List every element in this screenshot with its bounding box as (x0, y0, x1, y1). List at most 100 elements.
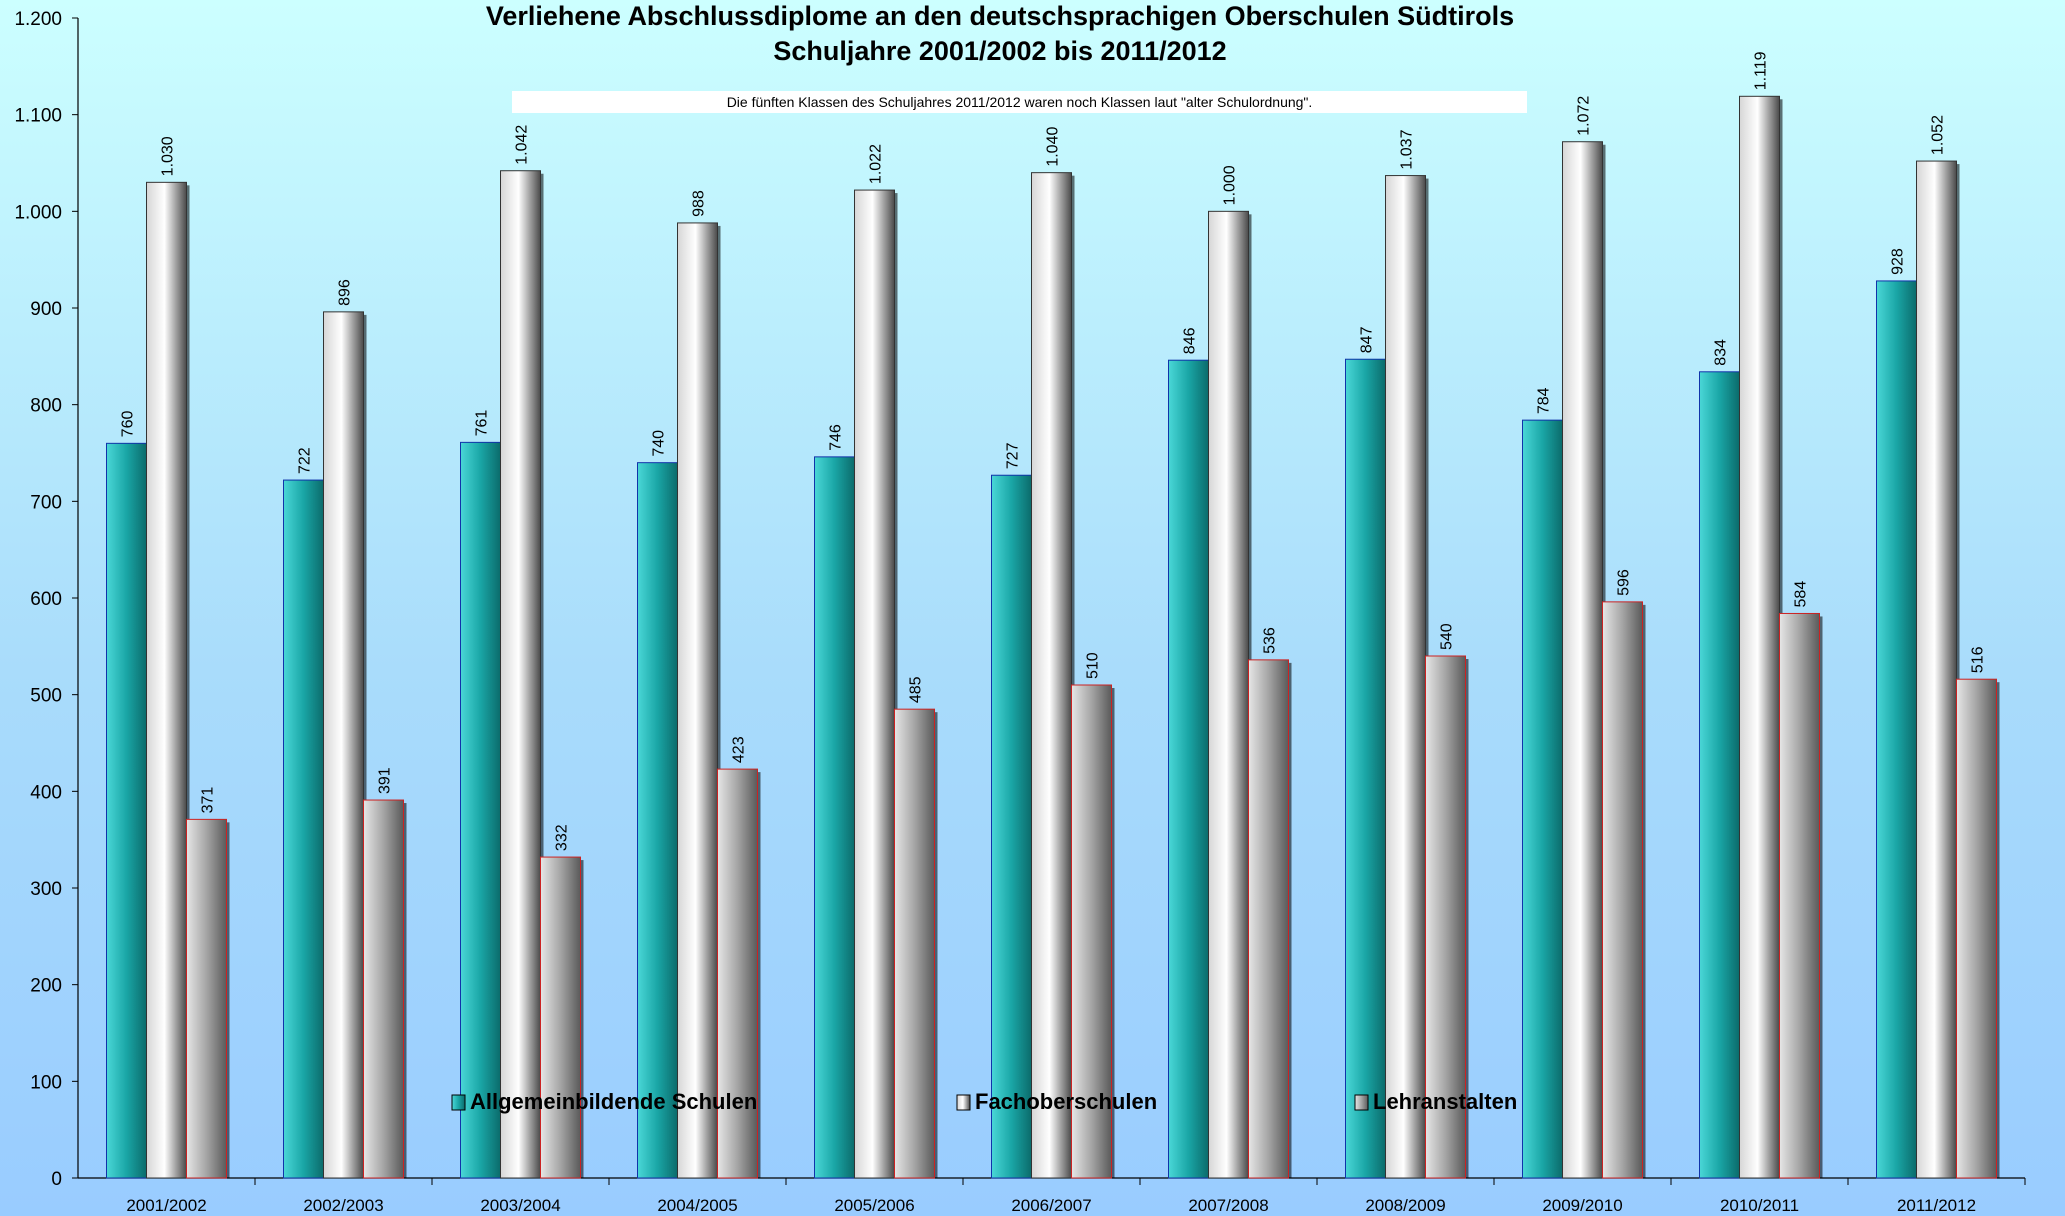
data-label: 1.042 (514, 125, 531, 165)
bar-0 (814, 456, 855, 1179)
x-tick-label: 2006/2007 (1011, 1196, 1091, 1215)
x-tick-label: 2003/2004 (480, 1196, 560, 1215)
bar-1 (500, 170, 541, 1179)
chart-annotation: Die fünften Klassen des Schuljahres 2011… (512, 91, 1527, 113)
bar-0 (637, 462, 678, 1179)
data-label: 391 (377, 767, 394, 794)
legend-swatch (1354, 1094, 1369, 1111)
bar-1 (854, 189, 895, 1179)
bar-0 (283, 479, 324, 1179)
data-label: 1.000 (1222, 165, 1239, 205)
y-tick-label: 1.000 (14, 202, 62, 223)
x-tick-label: 2004/2005 (657, 1196, 737, 1215)
bar-0 (1522, 419, 1563, 1179)
data-label: 746 (828, 424, 845, 451)
data-label: 540 (1439, 623, 1456, 650)
legend-swatch (956, 1094, 971, 1111)
bar-1 (1916, 160, 1957, 1179)
data-label: 727 (1005, 442, 1022, 469)
data-label: 1.119 (1753, 51, 1770, 90)
y-tick-label: 900 (30, 299, 62, 320)
bar-1 (1562, 141, 1603, 1179)
bar-0 (1876, 280, 1917, 1179)
x-tick-label: 2005/2006 (834, 1196, 914, 1215)
bar-2 (894, 708, 935, 1179)
y-tick-label: 300 (30, 879, 62, 900)
bar-2 (717, 768, 758, 1179)
bar-0 (1699, 371, 1740, 1179)
bar-0 (1168, 359, 1209, 1179)
y-tick-label: 700 (30, 492, 62, 513)
chart-subtitle: Schuljahre 2001/2002 bis 2011/2012 (773, 36, 1227, 66)
data-label: 988 (691, 190, 708, 217)
bar-2 (1779, 612, 1820, 1179)
x-tick-label: 2010/2011 (1720, 1196, 1799, 1215)
legend-label: Lehranstalten (1373, 1089, 1517, 1114)
data-label: 722 (297, 447, 314, 474)
data-label: 516 (1970, 646, 1987, 673)
bar-0 (1345, 358, 1386, 1179)
data-label: 1.052 (1930, 115, 1947, 155)
x-tick-label: 2002/2003 (303, 1196, 383, 1215)
bar-1 (146, 181, 187, 1179)
x-tick-label: 2001/2002 (126, 1196, 206, 1215)
legend-swatch (451, 1094, 466, 1111)
data-label: 596 (1616, 569, 1633, 596)
data-label: 510 (1085, 652, 1102, 679)
x-tick-label: 2008/2009 (1365, 1196, 1445, 1215)
data-label: 834 (1713, 339, 1730, 366)
y-tick-label: 500 (30, 686, 62, 707)
bar-1 (1739, 95, 1780, 1179)
data-label: 847 (1359, 326, 1376, 353)
x-tick-label: 2009/2010 (1542, 1196, 1622, 1215)
data-label: 760 (120, 411, 137, 438)
data-label: 761 (474, 410, 491, 437)
data-label: 332 (554, 824, 571, 851)
bar-0 (991, 474, 1032, 1179)
y-tick-label: 600 (30, 589, 62, 610)
y-tick-label: 0 (51, 1169, 62, 1190)
y-tick-label: 1.200 (14, 9, 62, 30)
bar-1 (323, 311, 364, 1179)
data-label: 846 (1182, 327, 1199, 354)
legend-label: Fachoberschulen (975, 1089, 1157, 1114)
data-label: 784 (1536, 387, 1553, 414)
bar-2 (1248, 659, 1289, 1179)
bar-1 (1385, 175, 1426, 1179)
bar-2 (540, 856, 581, 1179)
data-label: 536 (1262, 627, 1279, 654)
y-tick-label: 100 (30, 1072, 62, 1093)
data-label: 896 (337, 279, 354, 306)
legend-label: Allgemeinbildende Schulen (470, 1089, 757, 1114)
bar-2 (1602, 601, 1643, 1179)
data-label: 1.037 (1399, 129, 1416, 169)
bar-2 (1425, 655, 1466, 1179)
y-tick-label: 800 (30, 396, 62, 417)
data-label: 1.030 (160, 136, 177, 176)
x-tick-label: 2011/2012 (1897, 1196, 1976, 1215)
data-label: 1.040 (1045, 127, 1062, 167)
data-label: 423 (731, 736, 748, 763)
bar-1 (1031, 172, 1072, 1179)
bar-2 (363, 799, 404, 1179)
y-tick-label: 400 (30, 782, 62, 803)
data-label: 371 (200, 787, 217, 814)
bar-0 (106, 442, 147, 1179)
data-label: 1.022 (868, 144, 885, 184)
bar-2 (1956, 678, 1997, 1179)
data-label: 740 (651, 430, 668, 457)
x-tick-label: 2007/2008 (1188, 1196, 1268, 1215)
data-label: 485 (908, 676, 925, 703)
bar-2 (1071, 684, 1112, 1179)
data-label: 928 (1890, 248, 1907, 275)
data-label: 584 (1793, 581, 1810, 608)
bar-1 (677, 222, 718, 1179)
y-tick-label: 200 (30, 976, 62, 997)
chart-title: Verliehene Abschlussdiplome an den deuts… (485, 1, 1515, 31)
y-tick-label: 1.100 (14, 106, 62, 127)
bar-0 (460, 441, 501, 1179)
data-label: 1.072 (1576, 96, 1593, 136)
bar-1 (1208, 210, 1249, 1179)
